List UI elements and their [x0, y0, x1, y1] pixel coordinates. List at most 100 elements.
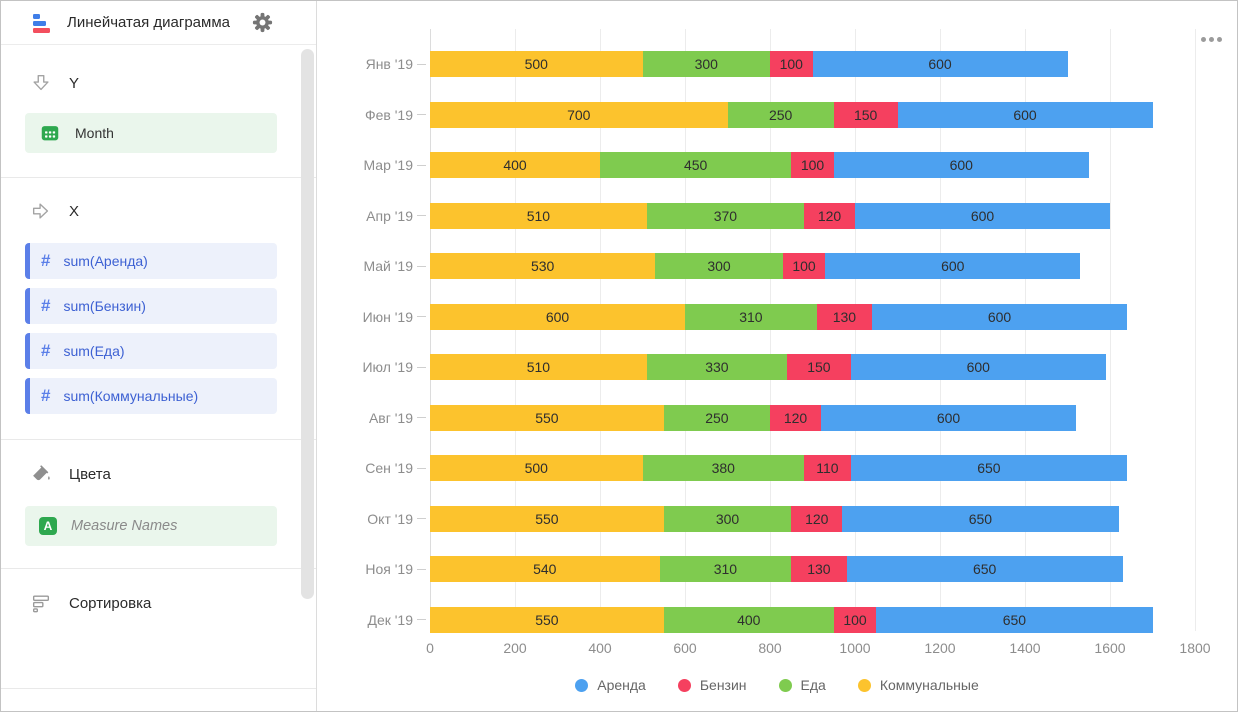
- bar-segment-Бензин[interactable]: 120: [804, 202, 855, 229]
- y-axis-tick: [417, 114, 426, 116]
- bar-segment-Коммунальные[interactable]: 700: [430, 101, 728, 128]
- bar-segment-Коммунальные[interactable]: 400: [430, 152, 600, 179]
- x-axis-tick-label: 800: [758, 640, 782, 656]
- gridline: [855, 29, 856, 631]
- bar-chart-type-icon[interactable]: [29, 11, 53, 35]
- stacked-bar: 500 300 100 600: [430, 51, 1068, 78]
- bar-segment-Аренда[interactable]: 600: [850, 354, 1106, 381]
- sidebar-scrollbar[interactable]: [301, 49, 314, 599]
- field-measure-names[interactable]: A Measure Names: [25, 506, 277, 546]
- x-field-pill-benzin[interactable]: # sum(Бензин): [25, 288, 277, 324]
- bar-segment-Бензин[interactable]: 130: [816, 303, 872, 330]
- bar-segment-Еда[interactable]: 310: [685, 303, 817, 330]
- bar-segment-Еда[interactable]: 250: [663, 404, 770, 431]
- divider: [1, 688, 316, 689]
- bar-segment-Еда[interactable]: 330: [646, 354, 787, 381]
- bar-segment-Еда[interactable]: 450: [600, 152, 792, 179]
- gear-icon[interactable]: [249, 9, 276, 36]
- bar-segment-Коммунальные[interactable]: 510: [430, 202, 647, 229]
- bar-segment-Коммунальные[interactable]: 550: [430, 606, 664, 633]
- bar-segment-Коммунальные[interactable]: 550: [430, 505, 664, 532]
- stacked-bar: 510 330 150 600: [430, 354, 1106, 381]
- bar-segment-Еда[interactable]: 300: [655, 253, 783, 280]
- x-field-pill-eda[interactable]: # sum(Еда): [25, 333, 277, 369]
- section-x-label: X: [69, 202, 80, 220]
- y-axis-tick: [417, 467, 426, 469]
- y-axis-tick: [417, 619, 426, 621]
- section-y-header: Y: [29, 71, 79, 95]
- y-axis-tick: [417, 417, 426, 419]
- bar-segment-Еда[interactable]: 310: [659, 556, 792, 583]
- legend-label: Бензин: [699, 677, 747, 693]
- bar-segment-Аренда[interactable]: 600: [821, 404, 1076, 431]
- y-axis-label: Апр '19: [366, 207, 413, 224]
- letter-a-icon: A: [39, 517, 57, 535]
- legend: Аренда Бензин Еда Коммунальные: [317, 677, 1237, 693]
- bar-segment-Еда[interactable]: 370: [646, 202, 804, 229]
- section-sorting-header: Сортировка: [29, 591, 151, 615]
- bar-segment-Аренда[interactable]: 650: [846, 556, 1123, 583]
- y-axis-line: [430, 29, 431, 631]
- y-axis-label: Янв '19: [365, 56, 413, 73]
- bar-segment-Аренда[interactable]: 650: [842, 505, 1119, 532]
- field-month[interactable]: Month: [25, 113, 277, 153]
- bar-segment-Бензин[interactable]: 110: [804, 455, 851, 482]
- bar-segment-Аренда[interactable]: 600: [897, 101, 1153, 128]
- stacked-bar: 530 300 100 600: [430, 253, 1081, 280]
- bar-segment-Бензин[interactable]: 130: [791, 556, 847, 583]
- bar-segment-Бензин[interactable]: 100: [770, 51, 813, 78]
- bar-segment-Аренда[interactable]: 600: [825, 253, 1081, 280]
- legend-item[interactable]: Еда: [778, 677, 826, 693]
- bar-segment-Коммунальные[interactable]: 510: [430, 354, 647, 381]
- chart-row: Май '19 530 300 100 600: [363, 241, 1195, 292]
- section-sorting-label: Сортировка: [69, 594, 152, 612]
- ellipsis-menu-icon[interactable]: [1198, 34, 1225, 45]
- bar-segment-Еда[interactable]: 250: [727, 101, 834, 128]
- bar-segment-Еда[interactable]: 380: [642, 455, 804, 482]
- y-axis-tick: [417, 568, 426, 570]
- y-axis-tick: [417, 63, 426, 65]
- legend-item[interactable]: Бензин: [677, 677, 747, 693]
- x-field-pill-arenda[interactable]: # sum(Аренда): [25, 243, 277, 279]
- bar-segment-Еда[interactable]: 300: [663, 505, 792, 532]
- legend-item[interactable]: Аренда: [575, 677, 646, 693]
- y-axis-label: Июл '19: [362, 359, 413, 376]
- bar-segment-Коммунальные[interactable]: 500: [430, 455, 643, 482]
- y-axis-tick: [417, 164, 426, 166]
- legend-item[interactable]: Коммунальные: [857, 677, 979, 693]
- x-axis-tick-label: 600: [673, 640, 697, 656]
- legend-label: Аренда: [597, 677, 646, 693]
- bar-segment-Бензин[interactable]: 120: [770, 404, 821, 431]
- bar-segment-Еда[interactable]: 300: [642, 51, 770, 78]
- bar-segment-Аренда[interactable]: 600: [855, 202, 1110, 229]
- bar-segment-Бензин[interactable]: 120: [791, 505, 843, 532]
- bar-segment-Коммунальные[interactable]: 530: [430, 253, 656, 280]
- y-axis-tick: [417, 366, 426, 368]
- stacked-bar: 550 250 120 600: [430, 404, 1076, 431]
- bar-segment-Аренда[interactable]: 600: [872, 303, 1127, 330]
- bar-segment-Аренда[interactable]: 650: [876, 606, 1153, 633]
- hash-icon: #: [41, 386, 51, 405]
- bar-segment-Коммунальные[interactable]: 540: [430, 556, 660, 583]
- bar-segment-Бензин[interactable]: 150: [787, 354, 851, 381]
- stacked-bar: 600 310 130 600: [430, 303, 1127, 330]
- bar-segment-Аренда[interactable]: 600: [833, 152, 1089, 179]
- gridline: [770, 29, 771, 631]
- bar-segment-Бензин[interactable]: 100: [791, 152, 834, 179]
- x-axis-tick-label: 200: [503, 640, 527, 656]
- bar-segment-Еда[interactable]: 400: [663, 606, 834, 633]
- chart-row: Ноя '19 540 310 130 650: [365, 544, 1195, 595]
- bar-segment-Коммунальные[interactable]: 550: [430, 404, 664, 431]
- bar-segment-Бензин[interactable]: 150: [833, 101, 898, 128]
- bar-segment-Аренда[interactable]: 600: [812, 51, 1068, 78]
- bar-segment-Бензин[interactable]: 100: [782, 253, 826, 280]
- x-field-pill-kommunalnye[interactable]: # sum(Коммунальные): [25, 378, 277, 414]
- gridline: [1195, 29, 1196, 631]
- bar-segment-Бензин[interactable]: 100: [833, 606, 877, 633]
- divider: [1, 568, 316, 569]
- x-axis-tick-label: 1600: [1094, 640, 1126, 656]
- bar-segment-Аренда[interactable]: 650: [850, 455, 1127, 482]
- bar-segment-Коммунальные[interactable]: 500: [430, 51, 643, 78]
- bar-segment-Коммунальные[interactable]: 600: [430, 303, 685, 330]
